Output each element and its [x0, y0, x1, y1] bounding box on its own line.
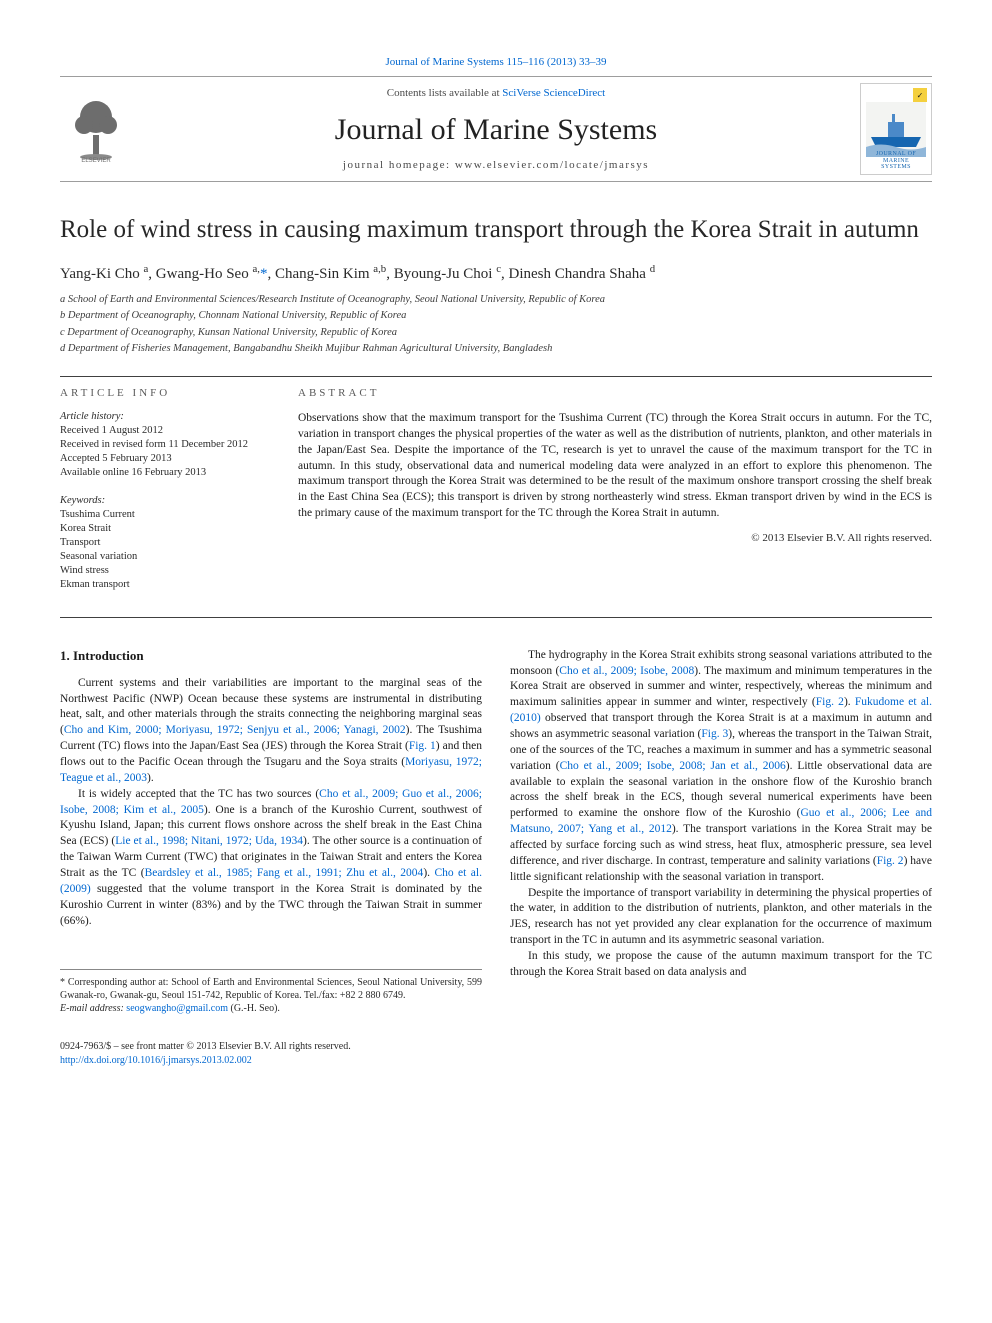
ref-link[interactable]: Cho et al., 2009; Isobe, 2008: [559, 665, 694, 677]
authors-line: Yang-Ki Cho a, Gwang-Ho Seo a,*, Chang-S…: [60, 263, 932, 283]
history-line-1: Received in revised form 11 December 201…: [60, 438, 270, 452]
history-line-3: Available online 16 February 2013: [60, 466, 270, 480]
svg-text:ELSEVIER: ELSEVIER: [81, 158, 111, 163]
ref-link[interactable]: Cho et al., 2009; Isobe, 2008; Jan et al…: [560, 760, 786, 772]
affiliation-a: a School of Earth and Environmental Scie…: [60, 293, 932, 307]
rule-bottom: [60, 617, 932, 618]
history-heading: Article history:: [60, 411, 270, 422]
fig-link[interactable]: Fig. 1: [409, 740, 436, 752]
body-column-right: The hydrography in the Korea Strait exhi…: [510, 648, 932, 1016]
journal-homepage: journal homepage: www.elsevier.com/locat…: [140, 159, 852, 171]
elsevier-logo: ELSEVIER: [60, 91, 132, 167]
history-line-2: Accepted 5 February 2013: [60, 452, 270, 466]
intro-heading: 1. Introduction: [60, 648, 482, 664]
footnote-corresponding: * Corresponding author at: School of Ear…: [60, 976, 482, 1002]
cover-text-2: MARINE: [861, 158, 931, 165]
page-footer: 0924-7963/$ – see front matter © 2013 El…: [60, 1040, 482, 1067]
cover-text-1: JOURNAL OF: [861, 151, 931, 158]
intro-p2: It is widely accepted that the TC has tw…: [60, 787, 482, 930]
contents-prefix: Contents lists available at: [387, 87, 502, 99]
intro-p5: In this study, we propose the cause of t…: [510, 949, 932, 981]
affiliation-b: b Department of Oceanography, Chonnam Na…: [60, 309, 932, 323]
cover-text-3: SYSTEMS: [861, 164, 931, 171]
copyright: © 2013 Elsevier B.V. All rights reserved…: [298, 532, 932, 544]
keyword-0: Tsushima Current: [60, 508, 270, 522]
body-column-left: 1. Introduction Current systems and thei…: [60, 648, 482, 1016]
abstract-heading: ABSTRACT: [298, 387, 932, 399]
intro-p1: Current systems and their variabilities …: [60, 676, 482, 787]
ref-link[interactable]: Beardsley et al., 1985; Fang et al., 199…: [145, 867, 424, 879]
issn-line: 0924-7963/$ – see front matter © 2013 El…: [60, 1040, 482, 1054]
authors-part1: Yang-Ki Cho a, Gwang-Ho Seo a,: [60, 266, 260, 282]
abstract: ABSTRACT Observations show that the maxi…: [298, 387, 932, 607]
footnotes: * Corresponding author at: School of Ear…: [60, 969, 482, 1015]
ref-link[interactable]: Cho and Kim, 2000; Moriyasu, 1972; Senjy…: [64, 724, 406, 736]
keyword-5: Ekman transport: [60, 578, 270, 592]
rule-top: [60, 376, 932, 377]
footnote-email: E-mail address: seogwangho@gmail.com (G.…: [60, 1002, 482, 1015]
elsevier-tree-icon: ELSEVIER: [66, 95, 126, 163]
affiliation-d: d Department of Fisheries Management, Ba…: [60, 342, 932, 356]
authors-part2: , Chang-Sin Kim a,b, Byoung-Ju Choi c, D…: [267, 266, 655, 282]
fig-link[interactable]: Fig. 2: [816, 696, 844, 708]
doi-link[interactable]: http://dx.doi.org/10.1016/j.jmarsys.2013…: [60, 1055, 252, 1066]
article-info-heading: ARTICLE INFO: [60, 387, 270, 399]
history-line-0: Received 1 August 2012: [60, 424, 270, 438]
affiliation-c: c Department of Oceanography, Kunsan Nat…: [60, 326, 932, 340]
cover-ship-icon: [866, 102, 926, 157]
intro-p3: The hydrography in the Korea Strait exhi…: [510, 648, 932, 886]
abstract-text: Observations show that the maximum trans…: [298, 411, 932, 522]
article-title: Role of wind stress in causing maximum t…: [60, 214, 932, 245]
keyword-3: Seasonal variation: [60, 550, 270, 564]
fig-link[interactable]: Fig. 2: [877, 855, 904, 867]
contents-line: Contents lists available at SciVerse Sci…: [140, 87, 852, 99]
journal-citation-link[interactable]: Journal of Marine Systems 115–116 (2013)…: [386, 56, 607, 68]
header-center: Contents lists available at SciVerse Sci…: [132, 87, 860, 171]
keyword-2: Transport: [60, 536, 270, 550]
journal-name: Journal of Marine Systems: [140, 113, 852, 147]
journal-citation: Journal of Marine Systems 115–116 (2013)…: [60, 56, 932, 68]
article-info: ARTICLE INFO Article history: Received 1…: [60, 387, 270, 607]
email-link[interactable]: seogwangho@gmail.com: [126, 1003, 228, 1014]
crossmark-icon: ✓: [913, 88, 927, 102]
keyword-1: Korea Strait: [60, 522, 270, 536]
ref-link[interactable]: Lie et al., 1998; Nitani, 1972; Uda, 193…: [115, 835, 303, 847]
keywords-heading: Keywords:: [60, 495, 270, 506]
journal-header: ELSEVIER Contents lists available at Sci…: [60, 76, 932, 182]
sciencedirect-link[interactable]: SciVerse ScienceDirect: [502, 87, 605, 99]
keyword-4: Wind stress: [60, 564, 270, 578]
journal-cover-thumb: ✓ JOURNAL OF MARINE SYSTEMS: [860, 83, 932, 175]
intro-p4: Despite the importance of transport vari…: [510, 886, 932, 949]
fig-link[interactable]: Fig. 3: [701, 728, 728, 740]
